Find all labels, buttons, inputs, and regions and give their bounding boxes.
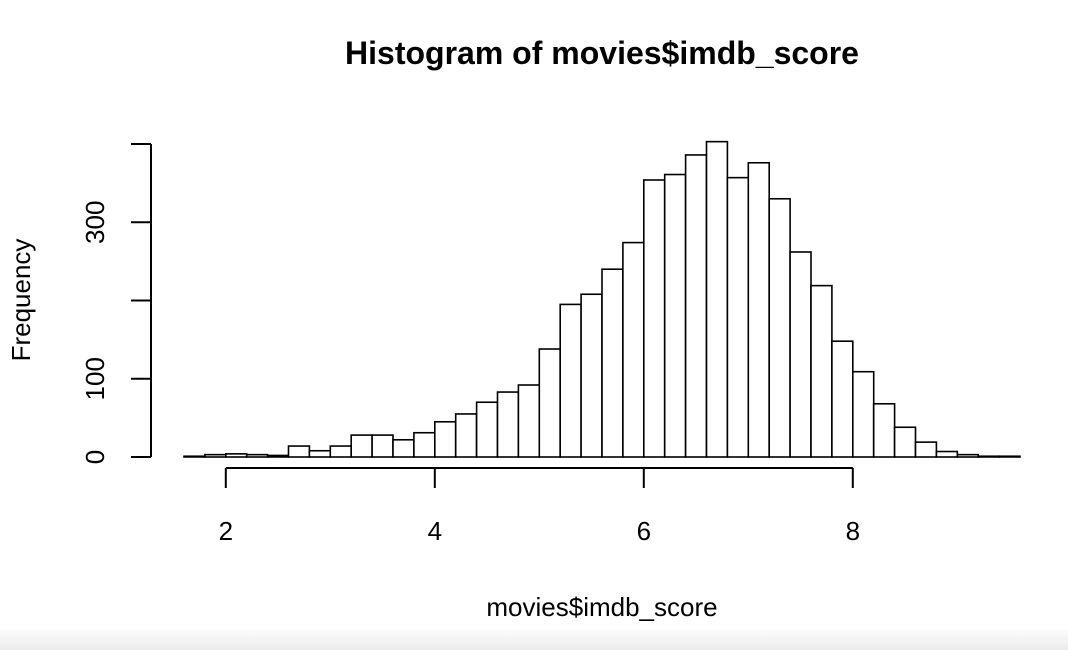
histogram-bar: [204, 453, 227, 458]
histogram-bar: [433, 420, 457, 458]
histogram-bar: [496, 391, 520, 458]
histogram-bar: [245, 453, 269, 458]
histogram-bar: [308, 449, 332, 458]
histogram-bar: [183, 455, 206, 458]
bottom-fade: [0, 626, 1068, 650]
histogram-bar: [350, 434, 373, 458]
histogram-bar: [475, 401, 499, 458]
histogram-bar: [768, 197, 791, 458]
histogram-bar: [371, 434, 394, 458]
histogram-bar: [956, 453, 979, 458]
x-axis-label: movies$imdb_score: [486, 592, 717, 622]
histogram-bar: [684, 154, 708, 458]
x-tick-label: 8: [846, 516, 860, 546]
histogram-bar: [622, 241, 645, 458]
histogram-bar: [893, 426, 917, 458]
histogram-bar: [559, 303, 582, 458]
histogram-bar: [851, 370, 875, 458]
y-tick-label: 100: [80, 357, 110, 400]
histogram-bar: [726, 176, 750, 458]
x-tick-label: 6: [637, 516, 651, 546]
histogram-bar: [789, 251, 812, 458]
histogram-bar: [538, 348, 561, 458]
histogram-bar: [287, 445, 311, 458]
histogram-bar: [601, 268, 624, 458]
histogram-bar: [413, 431, 436, 458]
histogram-bar: [810, 284, 833, 458]
histogram-bar: [266, 454, 290, 458]
histogram-bar: [642, 179, 666, 458]
histogram-bar: [580, 293, 603, 458]
histogram-bar: [705, 140, 729, 458]
histogram-bar: [663, 173, 687, 458]
histogram-bar: [872, 402, 896, 458]
histogram-bar: [454, 413, 478, 458]
y-tick-label: 0: [80, 450, 110, 464]
histogram-bar: [392, 438, 415, 458]
chart-title: Histogram of movies$imdb_score: [345, 35, 859, 71]
histogram-bar: [747, 161, 770, 458]
histogram-bars: [183, 140, 1021, 458]
x-tick-label: 2: [219, 516, 233, 546]
histogram-bar: [977, 455, 1000, 458]
histogram-bar: [935, 450, 959, 458]
y-axis: 0 100 300: [80, 143, 152, 464]
x-axis: 2 4 6 8: [219, 467, 860, 546]
y-tick-label: 300: [80, 201, 110, 244]
histogram-bar: [998, 455, 1021, 458]
y-axis-label: Frequency: [6, 239, 36, 362]
histogram-bar: [831, 340, 854, 458]
x-tick-label: 4: [428, 516, 442, 546]
histogram-bar: [914, 441, 938, 458]
histogram-bar: [329, 445, 352, 458]
histogram-bar: [225, 453, 248, 458]
histogram-bar: [517, 384, 541, 458]
